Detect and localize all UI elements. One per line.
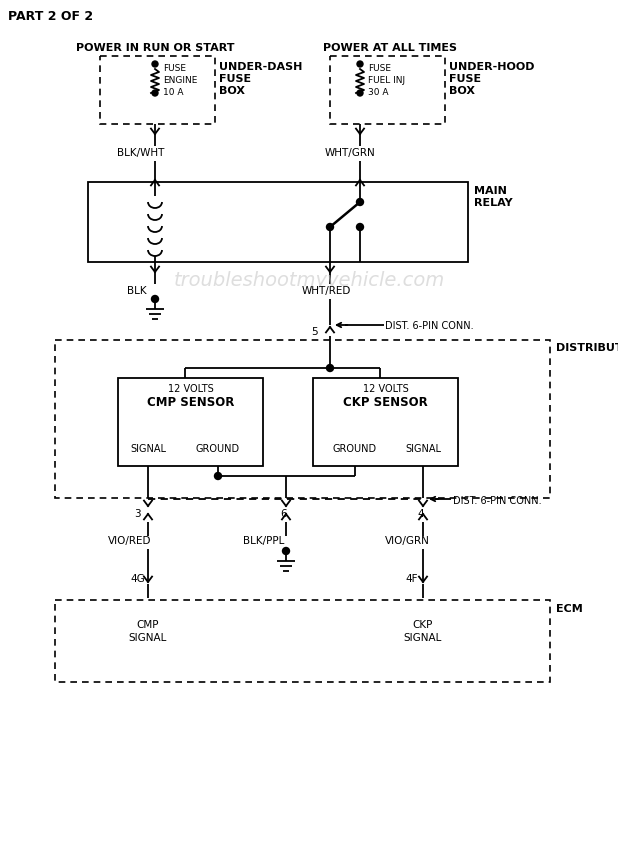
- Text: 3: 3: [134, 509, 141, 519]
- Circle shape: [282, 547, 289, 554]
- Text: ECM: ECM: [556, 604, 583, 614]
- Text: 5: 5: [311, 327, 318, 337]
- Text: VIO/RED: VIO/RED: [108, 536, 151, 546]
- Text: FUSE: FUSE: [368, 64, 391, 73]
- Text: FUSE: FUSE: [163, 64, 186, 73]
- Circle shape: [357, 224, 363, 230]
- Bar: [55, 600, 550, 682]
- Circle shape: [152, 61, 158, 67]
- Text: UNDER-DASH: UNDER-DASH: [219, 62, 302, 72]
- Circle shape: [214, 473, 221, 479]
- Text: PART 2 OF 2: PART 2 OF 2: [8, 10, 93, 23]
- Bar: [100, 56, 215, 124]
- Text: 4F: 4F: [405, 574, 418, 584]
- Text: DISTRIBUTOR: DISTRIBUTOR: [556, 343, 618, 353]
- Text: POWER AT ALL TIMES: POWER AT ALL TIMES: [323, 43, 457, 53]
- Text: POWER IN RUN OR START: POWER IN RUN OR START: [76, 43, 234, 53]
- Text: CKP: CKP: [413, 620, 433, 630]
- Text: VIO/GRN: VIO/GRN: [385, 536, 430, 546]
- Text: CMP SENSOR: CMP SENSOR: [147, 396, 234, 409]
- Text: FUSE: FUSE: [219, 74, 251, 84]
- Text: 10 A: 10 A: [163, 88, 184, 97]
- Bar: [330, 56, 445, 124]
- Circle shape: [326, 224, 334, 230]
- Text: WHT/GRN: WHT/GRN: [325, 148, 376, 158]
- Bar: [118, 378, 263, 466]
- Text: CMP: CMP: [137, 620, 159, 630]
- Text: BLK/WHT: BLK/WHT: [117, 148, 164, 158]
- Text: FUEL INJ: FUEL INJ: [368, 76, 405, 85]
- Text: MAIN
RELAY: MAIN RELAY: [474, 186, 512, 207]
- Text: SIGNAL: SIGNAL: [405, 444, 441, 454]
- Text: 30 A: 30 A: [368, 88, 389, 97]
- Text: ENGINE: ENGINE: [163, 76, 197, 85]
- Text: 12 VOLTS: 12 VOLTS: [167, 384, 213, 394]
- Text: BOX: BOX: [449, 86, 475, 96]
- Text: BLK/PPL: BLK/PPL: [243, 536, 285, 546]
- Bar: [88, 182, 468, 262]
- Text: SIGNAL: SIGNAL: [130, 444, 166, 454]
- Text: GROUND: GROUND: [333, 444, 377, 454]
- Text: WHT/RED: WHT/RED: [302, 286, 352, 296]
- Circle shape: [357, 90, 363, 96]
- Text: 4: 4: [417, 509, 423, 519]
- Text: DIST. 6-PIN CONN.: DIST. 6-PIN CONN.: [453, 496, 541, 506]
- Text: 6: 6: [280, 509, 287, 519]
- Circle shape: [326, 365, 334, 371]
- Text: CKP SENSOR: CKP SENSOR: [343, 396, 428, 409]
- Bar: [55, 340, 550, 498]
- Circle shape: [151, 296, 158, 303]
- Text: 12 VOLTS: 12 VOLTS: [363, 384, 408, 394]
- Text: SIGNAL: SIGNAL: [404, 633, 442, 643]
- Text: UNDER-HOOD: UNDER-HOOD: [449, 62, 535, 72]
- Text: GROUND: GROUND: [196, 444, 240, 454]
- Text: SIGNAL: SIGNAL: [129, 633, 167, 643]
- Circle shape: [152, 90, 158, 96]
- Text: BLK: BLK: [127, 286, 146, 296]
- Bar: [313, 378, 458, 466]
- Circle shape: [357, 61, 363, 67]
- Text: BOX: BOX: [219, 86, 245, 96]
- Circle shape: [357, 199, 363, 206]
- Text: DIST. 6-PIN CONN.: DIST. 6-PIN CONN.: [385, 321, 473, 331]
- Text: 4G: 4G: [130, 574, 145, 584]
- Text: troubleshootmyvehicle.com: troubleshootmyvehicle.com: [174, 270, 444, 290]
- Text: FUSE: FUSE: [449, 74, 481, 84]
